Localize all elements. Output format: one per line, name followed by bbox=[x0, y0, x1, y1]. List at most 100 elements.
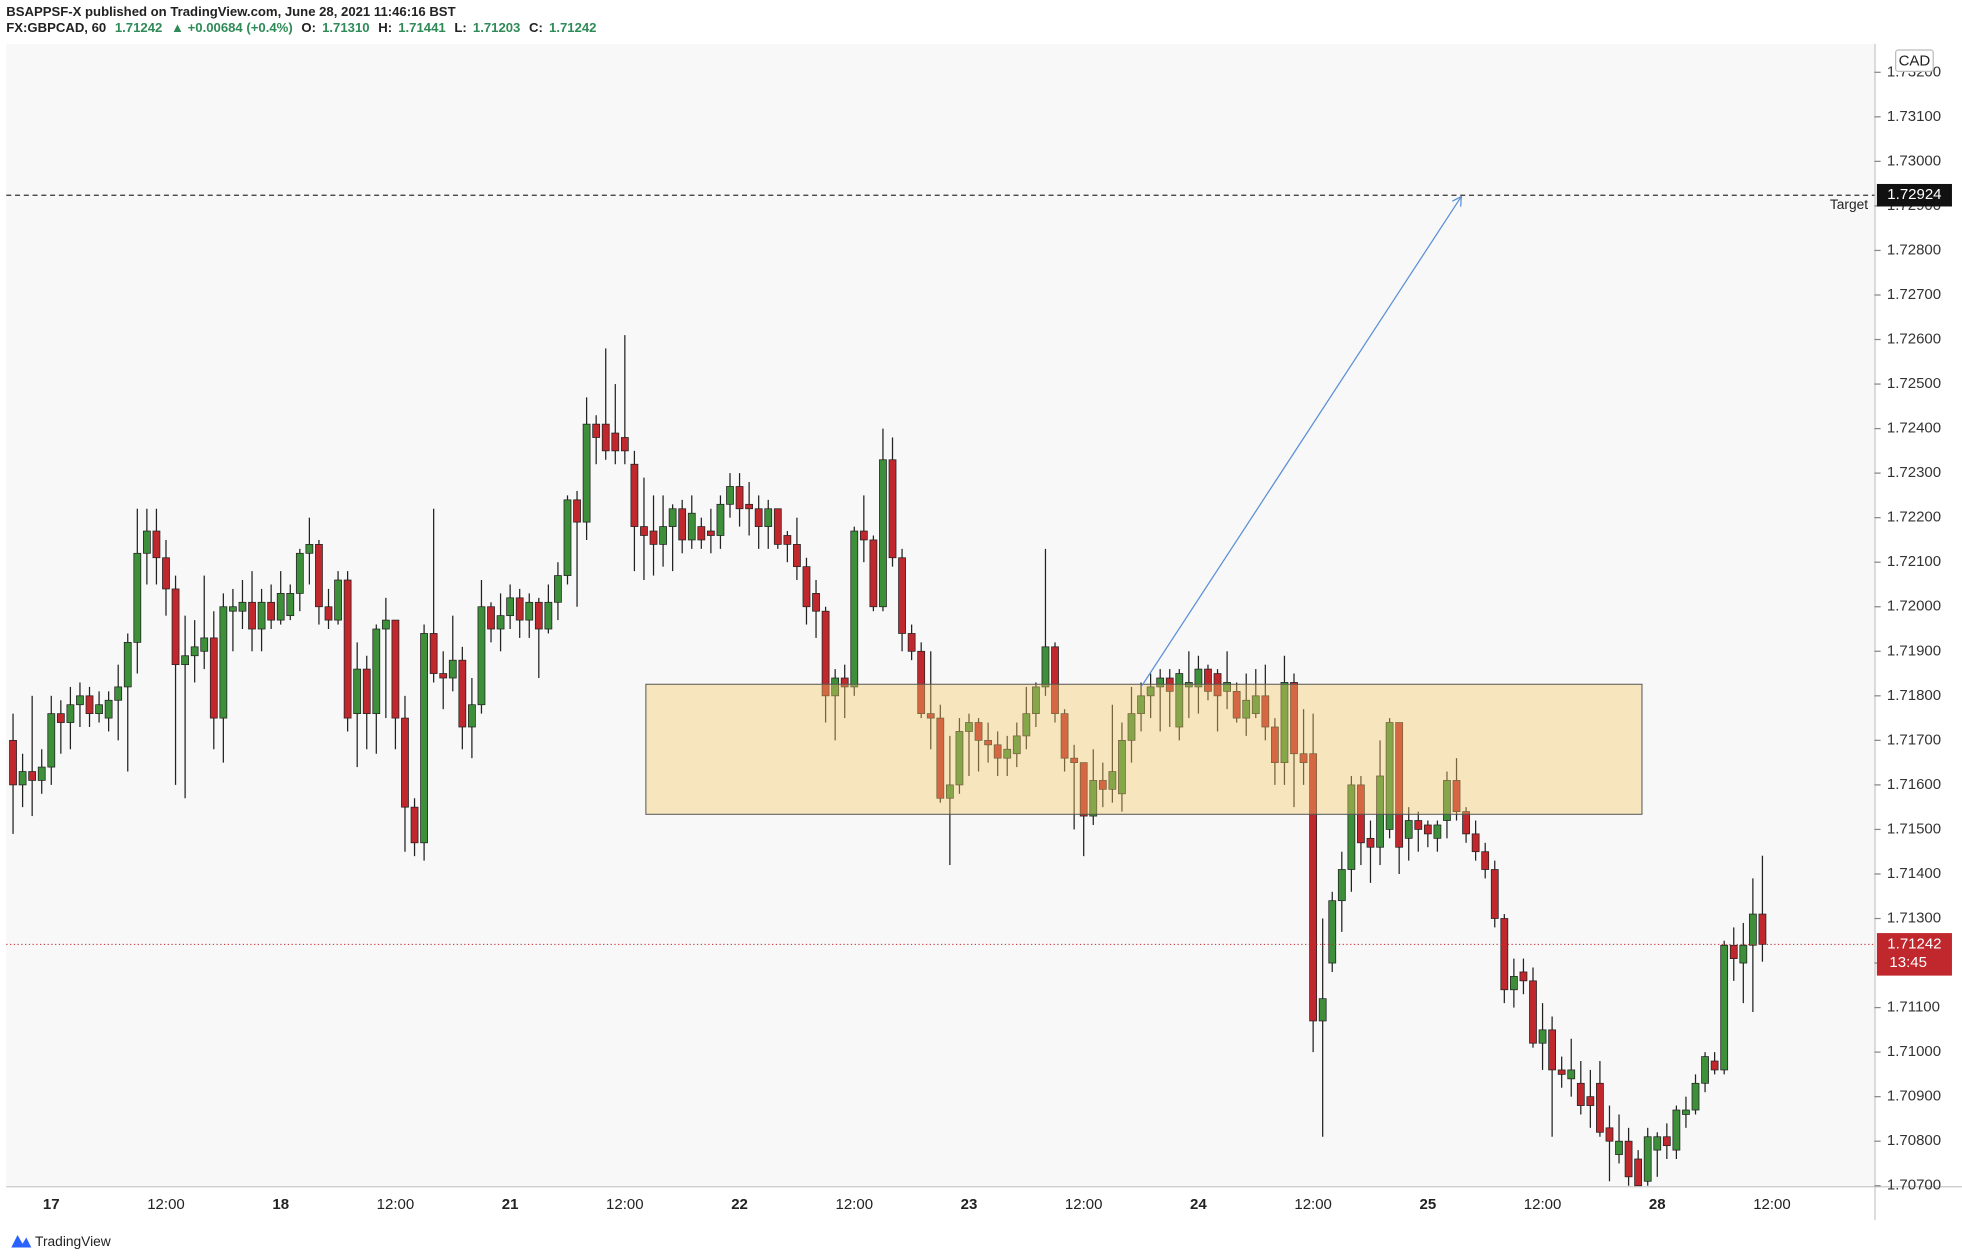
candle-body bbox=[66, 704, 75, 723]
candle-body bbox=[56, 713, 65, 723]
ohlc-value: 1.71203 bbox=[473, 20, 520, 35]
candle-body bbox=[984, 739, 992, 746]
overlay bbox=[6, 194, 1875, 945]
candle-body bbox=[1634, 1158, 1643, 1187]
candle-body bbox=[649, 530, 658, 545]
candle-body bbox=[343, 579, 352, 719]
candle-body bbox=[162, 557, 170, 590]
candle-body bbox=[1385, 722, 1394, 830]
candle-body bbox=[515, 597, 524, 621]
candle-body bbox=[783, 535, 792, 545]
candle-body bbox=[1509, 976, 1518, 991]
y-tick-label: 1.72100 bbox=[1887, 553, 1941, 570]
candle-body bbox=[401, 717, 409, 808]
x-tick-label: 28 bbox=[1649, 1196, 1666, 1213]
x-tick-label: 12:00 bbox=[1065, 1196, 1103, 1213]
y-tick-label: 1.72800 bbox=[1887, 241, 1941, 258]
y-tick-label: 1.71300 bbox=[1887, 909, 1941, 926]
candle-body bbox=[1051, 646, 1059, 715]
target-label: Target bbox=[1830, 197, 1868, 212]
candle-body bbox=[754, 508, 763, 527]
ohlc-value: 1.71441 bbox=[398, 20, 445, 35]
candle-body bbox=[200, 637, 209, 652]
candle-body bbox=[37, 766, 46, 781]
x-tick-label: 12:00 bbox=[1294, 1196, 1332, 1213]
countdown: 13:45 bbox=[1889, 954, 1927, 971]
candle-body bbox=[439, 673, 448, 679]
candle-body bbox=[391, 619, 400, 719]
y-tick-label: 1.73100 bbox=[1887, 108, 1941, 125]
candle-body bbox=[1615, 1140, 1623, 1155]
candle-body bbox=[1280, 682, 1289, 764]
candle-body bbox=[353, 668, 362, 715]
x-tick-label: 12:00 bbox=[1524, 1196, 1562, 1213]
candle-body bbox=[955, 731, 964, 786]
candle-body bbox=[95, 704, 103, 715]
candle-body bbox=[888, 459, 897, 559]
candle-body bbox=[123, 642, 132, 688]
candle-body bbox=[1041, 646, 1050, 688]
axes: 1.70700 1.70800 1.70900 1.71000 1.71100 1.712… bbox=[43, 49, 1952, 1213]
candle-body bbox=[334, 579, 342, 621]
candle-body bbox=[1347, 784, 1356, 870]
last-price-label: 1.71242 bbox=[1887, 935, 1941, 952]
candle-body bbox=[286, 593, 295, 617]
candle-body bbox=[917, 650, 926, 715]
ohlc-label: O: bbox=[301, 20, 316, 35]
candle-body bbox=[1232, 690, 1241, 719]
candle-body bbox=[821, 610, 830, 697]
candle-body bbox=[152, 530, 161, 559]
candle-body bbox=[726, 486, 734, 505]
candle-body bbox=[1079, 762, 1088, 817]
x-tick-label: 12:00 bbox=[836, 1196, 874, 1213]
candle-body bbox=[1682, 1109, 1690, 1115]
candle-body bbox=[1739, 944, 1748, 964]
candle-body bbox=[1242, 699, 1251, 719]
y-tick-label: 1.72700 bbox=[1887, 286, 1941, 303]
last-price-box bbox=[1876, 933, 1952, 976]
currency: CAD bbox=[1899, 52, 1931, 69]
candle-body bbox=[305, 544, 314, 554]
x-tick-label: 12:00 bbox=[606, 1196, 644, 1213]
candle-body bbox=[1204, 668, 1212, 692]
candle-body bbox=[372, 628, 381, 715]
x-tick-label: 17 bbox=[43, 1196, 60, 1213]
candle-body bbox=[1223, 682, 1231, 692]
candle-body bbox=[9, 739, 17, 786]
candle-body bbox=[525, 601, 534, 621]
symbol-line: FX:GBPCAD, 60 1.71242 ▲ +0.00684 (+0.4%)… bbox=[6, 20, 596, 35]
candle-body bbox=[678, 508, 687, 541]
candle-body bbox=[668, 508, 677, 527]
candle-body bbox=[1012, 735, 1021, 755]
candle-body bbox=[802, 566, 811, 608]
candle-body bbox=[47, 713, 56, 768]
candle-body bbox=[219, 606, 228, 719]
candle-body bbox=[1662, 1136, 1671, 1147]
candle-body bbox=[592, 423, 601, 438]
candle-body bbox=[869, 539, 878, 608]
candles bbox=[9, 335, 1767, 1187]
candle-body bbox=[1538, 1029, 1547, 1044]
y-tick-label: 1.72000 bbox=[1887, 598, 1941, 615]
candle-body bbox=[1376, 775, 1384, 848]
candle-body bbox=[1701, 1056, 1709, 1084]
candle-body bbox=[1156, 677, 1165, 688]
candle-body bbox=[506, 597, 515, 617]
y-tick-label: 1.71800 bbox=[1887, 687, 1941, 704]
ohlc-value: 1.71242 bbox=[549, 20, 596, 35]
candle-body bbox=[315, 544, 323, 608]
candle-body bbox=[840, 677, 849, 688]
candle-body bbox=[448, 659, 457, 679]
candle-body bbox=[257, 601, 266, 630]
x-tick-label: 23 bbox=[961, 1196, 978, 1213]
candle-body bbox=[1653, 1136, 1662, 1151]
candle-body bbox=[1452, 780, 1461, 812]
candle-body bbox=[1471, 833, 1480, 853]
candle-body bbox=[1720, 944, 1729, 1071]
candle-body bbox=[793, 544, 801, 568]
tradingview-logo: TradingView bbox=[11, 1234, 111, 1249]
candle-body bbox=[1299, 753, 1308, 764]
change: ▲ +0.00684 (+0.4%) bbox=[171, 20, 293, 35]
candle-body bbox=[879, 459, 887, 608]
